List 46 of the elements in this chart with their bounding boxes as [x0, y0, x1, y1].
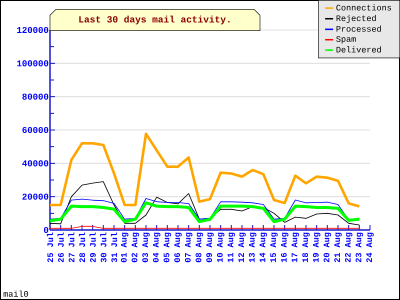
chart-title: Last 30 days mail activity. [79, 16, 230, 24]
x-tick-label: 30 Jul [100, 232, 106, 262]
x-tick-label: 19 Aug [312, 232, 320, 262]
x-tick-label: 23 Aug [356, 232, 364, 262]
y-tick-label: 60000 [22, 126, 48, 134]
x-tick-label: 09 Aug [206, 232, 214, 262]
legend-label: Delivered [336, 46, 381, 53]
x-tick-label: 14 Aug [260, 232, 268, 262]
y-tick-label: 0 [44, 226, 48, 234]
legend-label: Processed [336, 26, 381, 32]
x-tick-label: 16 Aug [280, 232, 288, 262]
x-tick-label: 04 Aug [152, 232, 160, 262]
x-tick-label: 17 Aug [292, 232, 300, 262]
x-tick-label: 25 Jul [46, 232, 54, 262]
legend-label: Connections [336, 4, 392, 11]
x-tick-label: 05 Aug [164, 232, 172, 262]
y-tick-label: 40000 [22, 160, 48, 166]
x-tick-label: 10 Aug [216, 232, 224, 262]
x-tick-label: 12 Aug [238, 232, 246, 262]
x-tick-label: 20 Aug [324, 232, 332, 262]
text: mail0 [4, 290, 28, 297]
x-tick-label: 22 Aug [344, 232, 352, 262]
legend-label: Spam [336, 36, 356, 44]
y-tick-label: 120000 [17, 26, 48, 34]
x-tick-label: 31 Jul [110, 232, 118, 262]
x-tick-label: 08 Aug [196, 232, 204, 262]
x-tick-label: 26 Jul [58, 232, 64, 262]
x-tick-label: 01 Aug [120, 232, 128, 262]
x-tick-label: 24 Aug [366, 232, 374, 262]
legend-label: Rejected [336, 14, 376, 23]
y-tick-label: 100000 [17, 60, 48, 66]
y-tick-label: 80000 [22, 94, 48, 100]
x-tick-label: 06 Aug [174, 232, 182, 262]
x-tick-label: 15 Aug [270, 232, 278, 262]
x-tick-label: 21 Aug [334, 232, 342, 262]
x-tick-label: 11 Aug [228, 232, 236, 262]
line-series [50, 132, 361, 208]
x-tick-label: 27 Jul [68, 232, 74, 262]
x-tick-label: 28 Jul [78, 232, 86, 262]
x-tick-label: 29 Jul [90, 232, 96, 262]
x-tick-label: 07 Aug [184, 232, 192, 262]
y-tick-label: 20000 [22, 194, 48, 200]
x-tick-label: 18 Aug [302, 232, 310, 262]
x-tick-label: 13 Aug [248, 232, 256, 262]
x-tick-label: 02 Aug [132, 232, 140, 262]
x-tick-label: 03 Aug [142, 232, 150, 262]
